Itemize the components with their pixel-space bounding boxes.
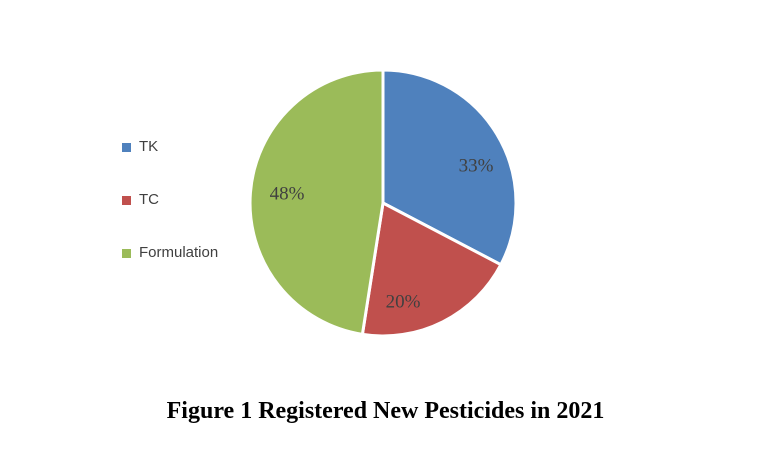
legend-item-tc: TC [122, 191, 218, 209]
pie-label-tk: 33% [459, 156, 494, 177]
pie-slice-formulation [248, 68, 385, 336]
pie-slice-tk [381, 68, 518, 267]
pie-chart-svg: 33% 20% 48% [248, 68, 518, 338]
legend-swatch-formulation [122, 248, 131, 258]
pie-slice-tc [360, 201, 503, 338]
legend-label-tk: TK [139, 138, 159, 155]
legend-swatch-tk [122, 142, 131, 152]
legend-label-formulation: Formulation [139, 244, 219, 261]
pie-label-tc: 20% [386, 292, 421, 313]
legend: TK TC Formulation [122, 138, 218, 297]
figure-caption: Figure 1 Registered New Pesticides in 20… [166, 398, 605, 424]
legend-item-formulation: Formulation [122, 244, 218, 262]
legend-label-tc: TC [139, 191, 159, 208]
pie-label-formulation: 48% [270, 184, 305, 205]
legend-item-tk: TK [122, 138, 218, 156]
legend-swatch-tc [122, 195, 131, 205]
pie-chart: 33% 20% 48% [243, 63, 523, 343]
